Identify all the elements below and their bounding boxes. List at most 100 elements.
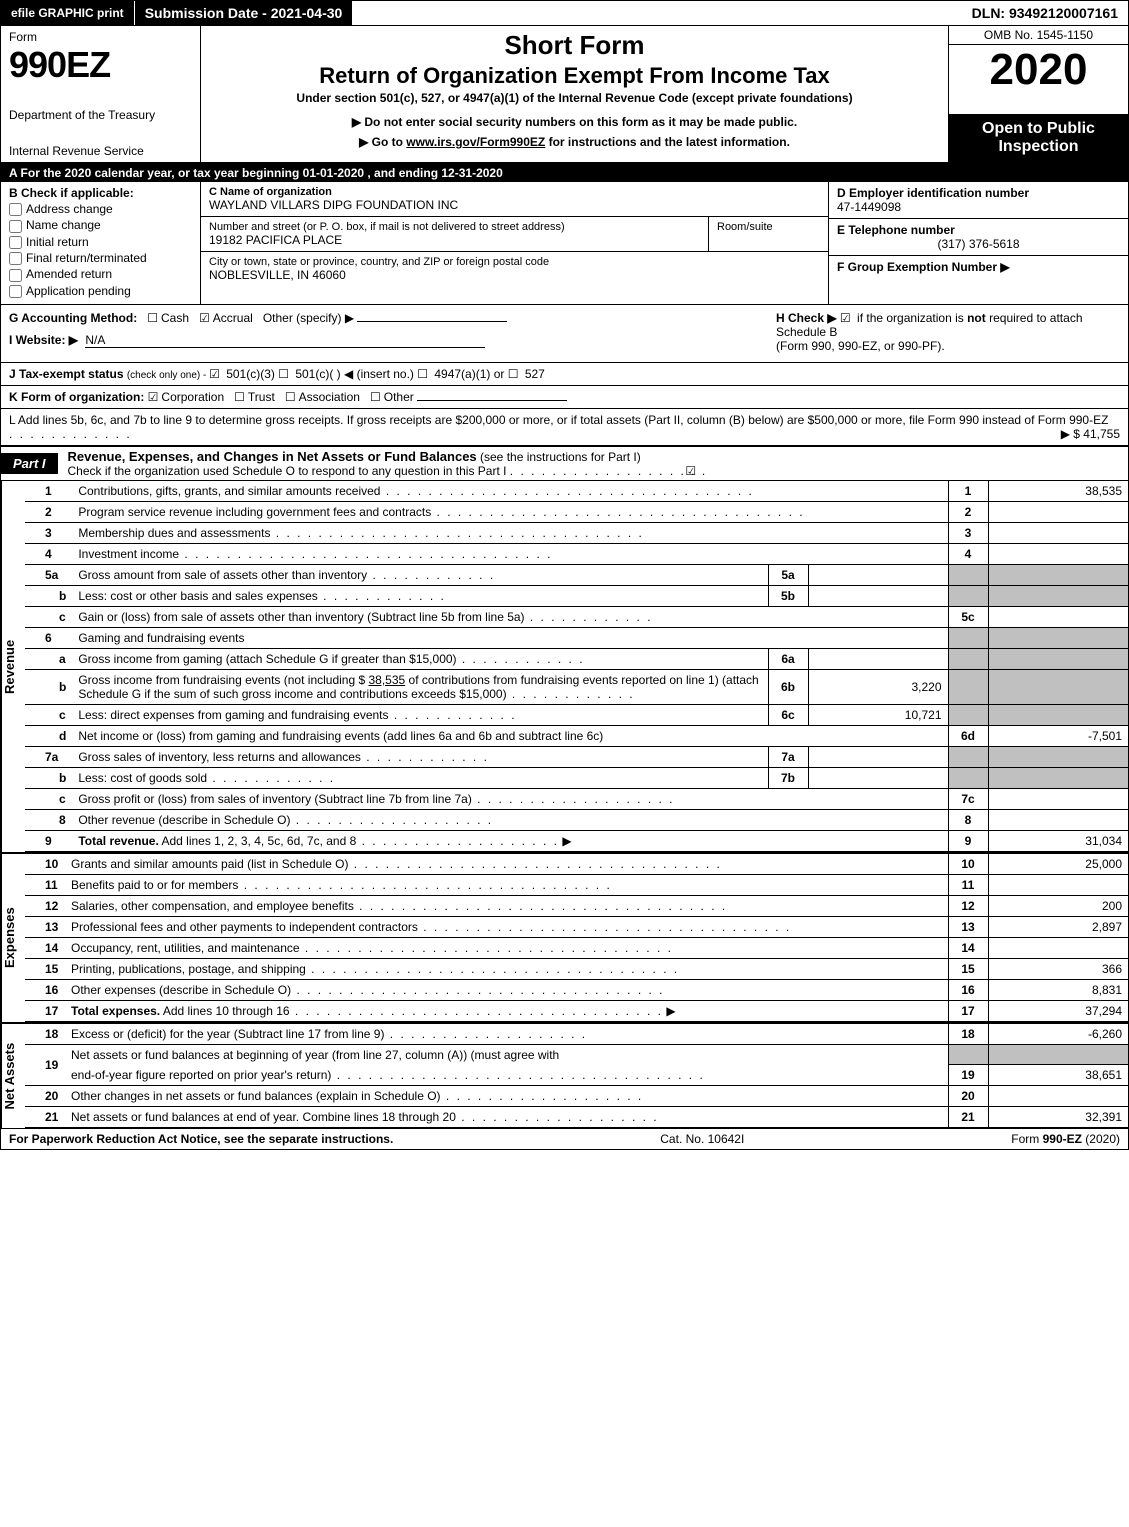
section-b-label: Name change bbox=[26, 218, 101, 232]
table-row: d Net income or (loss) from gaming and f… bbox=[25, 725, 1128, 746]
dept-irs: Internal Revenue Service bbox=[9, 144, 192, 158]
section-b-checkbox-5[interactable] bbox=[9, 285, 22, 298]
table-row: 4 Investment income 4 bbox=[25, 543, 1128, 564]
part-1-title: Revenue, Expenses, and Changes in Net As… bbox=[58, 449, 477, 464]
row-j-tax-exempt: J Tax-exempt status (check only one) - 5… bbox=[1, 363, 1128, 386]
section-b-checkbox-3[interactable] bbox=[9, 252, 22, 265]
ein-value: 47-1449098 bbox=[837, 200, 1120, 214]
revenue-table: 1 Contributions, gifts, grants, and simi… bbox=[25, 481, 1128, 852]
trust-checkbox[interactable] bbox=[234, 390, 248, 404]
schedule-b-checkbox[interactable] bbox=[840, 311, 854, 325]
table-row: 14 Occupancy, rent, utilities, and maint… bbox=[25, 937, 1128, 958]
h-not: not bbox=[967, 311, 986, 325]
footer-form-num: 990-EZ bbox=[1043, 1132, 1082, 1146]
omb-number: OMB No. 1545-1150 bbox=[949, 26, 1128, 45]
footer-cat-no: Cat. No. 10642I bbox=[393, 1132, 1011, 1146]
expenses-table: 10 Grants and similar amounts paid (list… bbox=[25, 854, 1128, 1022]
k-assoc: Association bbox=[299, 390, 360, 404]
accrual-label: Accrual bbox=[213, 311, 253, 325]
org-name-label: C Name of organization bbox=[209, 186, 820, 198]
org-name-value: WAYLAND VILLARS DIPG FOUNDATION INC bbox=[209, 198, 820, 212]
section-b-item: Amended return bbox=[9, 267, 192, 281]
schedule-o-checkbox[interactable] bbox=[685, 464, 699, 478]
ein-label: D Employer identification number bbox=[837, 186, 1120, 200]
revenue-side-label: Revenue bbox=[1, 481, 25, 852]
table-row: 19 Net assets or fund balances at beginn… bbox=[25, 1044, 1128, 1065]
k-corp: Corporation bbox=[161, 390, 224, 404]
table-row: 20 Other changes in net assets or fund b… bbox=[25, 1086, 1128, 1107]
table-row: 5a Gross amount from sale of assets othe… bbox=[25, 564, 1128, 585]
city-label: City or town, state or province, country… bbox=[209, 256, 820, 268]
section-b-label: Application pending bbox=[26, 284, 131, 298]
table-row: b Less: cost of goods sold 7b bbox=[25, 767, 1128, 788]
section-b-checkbox-2[interactable] bbox=[9, 236, 22, 249]
j-opt1: 501(c)(3) bbox=[223, 367, 278, 381]
net-assets-section: Net Assets 18 Excess or (deficit) for th… bbox=[1, 1024, 1128, 1130]
h-text2: if the organization is bbox=[857, 311, 967, 325]
table-row: 7a Gross sales of inventory, less return… bbox=[25, 746, 1128, 767]
j-opt2: 501(c)( ) ◀ (insert no.) bbox=[292, 367, 417, 381]
k-label: K Form of organization: bbox=[9, 390, 148, 404]
return-title: Return of Organization Exempt From Incom… bbox=[211, 63, 938, 89]
row-g-h: G Accounting Method: Cash Accrual Other … bbox=[1, 305, 1128, 363]
table-row: b Less: cost or other basis and sales ex… bbox=[25, 585, 1128, 606]
table-row: a Gross income from gaming (attach Sched… bbox=[25, 648, 1128, 669]
501c3-checkbox[interactable] bbox=[209, 367, 223, 381]
part-1-tag: Part I bbox=[1, 453, 58, 474]
part-1-sub: (see the instructions for Part I) bbox=[480, 450, 641, 464]
section-b-item: Application pending bbox=[9, 284, 192, 298]
corporation-checkbox[interactable] bbox=[148, 390, 162, 404]
association-checkbox[interactable] bbox=[285, 390, 299, 404]
other-specify-line[interactable] bbox=[357, 321, 507, 322]
footer-form-ref: Form 990-EZ (2020) bbox=[1011, 1132, 1120, 1146]
row-h-schedule-b: H Check ▶ if the organization is not req… bbox=[768, 305, 1128, 362]
section-b-checkbox-0[interactable] bbox=[9, 203, 22, 216]
table-row: c Gross profit or (loss) from sales of i… bbox=[25, 788, 1128, 809]
527-checkbox[interactable] bbox=[508, 367, 522, 381]
table-row: 1 Contributions, gifts, grants, and simi… bbox=[25, 481, 1128, 502]
cash-checkbox[interactable] bbox=[147, 311, 161, 325]
other-org-line[interactable] bbox=[417, 400, 567, 401]
dln-label: DLN: 93492120007161 bbox=[962, 1, 1128, 25]
h-prefix: H Check ▶ bbox=[776, 311, 840, 325]
table-row: 12 Salaries, other compensation, and emp… bbox=[25, 895, 1128, 916]
table-row: 16 Other expenses (describe in Schedule … bbox=[25, 979, 1128, 1000]
501c-checkbox[interactable] bbox=[278, 367, 292, 381]
form-header: Form 990EZ Department of the Treasury In… bbox=[1, 26, 1128, 164]
ein-block: D Employer identification number 47-1449… bbox=[829, 182, 1128, 219]
section-b-checkbox-1[interactable] bbox=[9, 220, 22, 233]
4947-checkbox[interactable] bbox=[417, 367, 431, 381]
city-value: NOBLESVILLE, IN 46060 bbox=[209, 268, 820, 282]
cash-label: Cash bbox=[161, 311, 189, 325]
org-street-block: Number and street (or P. O. box, if mail… bbox=[201, 217, 828, 252]
street-value: 19182 PACIFICA PLACE bbox=[209, 233, 700, 247]
open-public-badge: Open to Public Inspection bbox=[949, 114, 1128, 162]
l-amount: ▶ $ 41,755 bbox=[1061, 427, 1120, 441]
accrual-checkbox[interactable] bbox=[199, 311, 213, 325]
telephone-value: (317) 376-5618 bbox=[837, 237, 1120, 251]
row-k-form-org: K Form of organization: Corporation Trus… bbox=[1, 386, 1128, 409]
j-opt4: 527 bbox=[522, 367, 545, 381]
table-row: 21 Net assets or fund balances at end of… bbox=[25, 1107, 1128, 1128]
section-b-checkboxes: B Check if applicable: Address changeNam… bbox=[1, 182, 201, 304]
submission-date-button[interactable]: Submission Date - 2021-04-30 bbox=[135, 1, 354, 25]
efile-print-button[interactable]: efile GRAPHIC print bbox=[1, 1, 135, 25]
header-left: Form 990EZ Department of the Treasury In… bbox=[1, 26, 201, 162]
room-suite-label: Room/suite bbox=[708, 217, 828, 251]
org-name-block: C Name of organization WAYLAND VILLARS D… bbox=[201, 182, 828, 217]
section-b-label: Final return/terminated bbox=[26, 251, 147, 265]
goto-prefix: ▶ Go to bbox=[359, 135, 406, 149]
table-row: b Gross income from fundraising events (… bbox=[25, 669, 1128, 704]
group-exemption-block: F Group Exemption Number ▶ bbox=[829, 256, 1128, 278]
net-assets-table: 18 Excess or (deficit) for the year (Sub… bbox=[25, 1024, 1128, 1129]
dept-treasury: Department of the Treasury bbox=[9, 108, 192, 122]
l-text: L Add lines 5b, 6c, and 7b to line 9 to … bbox=[9, 413, 1108, 427]
section-b-item: Name change bbox=[9, 218, 192, 232]
other-org-checkbox[interactable] bbox=[370, 390, 384, 404]
top-toolbar: efile GRAPHIC print Submission Date - 20… bbox=[1, 1, 1128, 26]
irs-link[interactable]: www.irs.gov/Form990EZ bbox=[406, 135, 545, 149]
telephone-label: E Telephone number bbox=[837, 223, 1120, 237]
toolbar-spacer bbox=[353, 1, 961, 25]
footer-form-post: (2020) bbox=[1082, 1132, 1120, 1146]
section-b-checkbox-4[interactable] bbox=[9, 269, 22, 282]
